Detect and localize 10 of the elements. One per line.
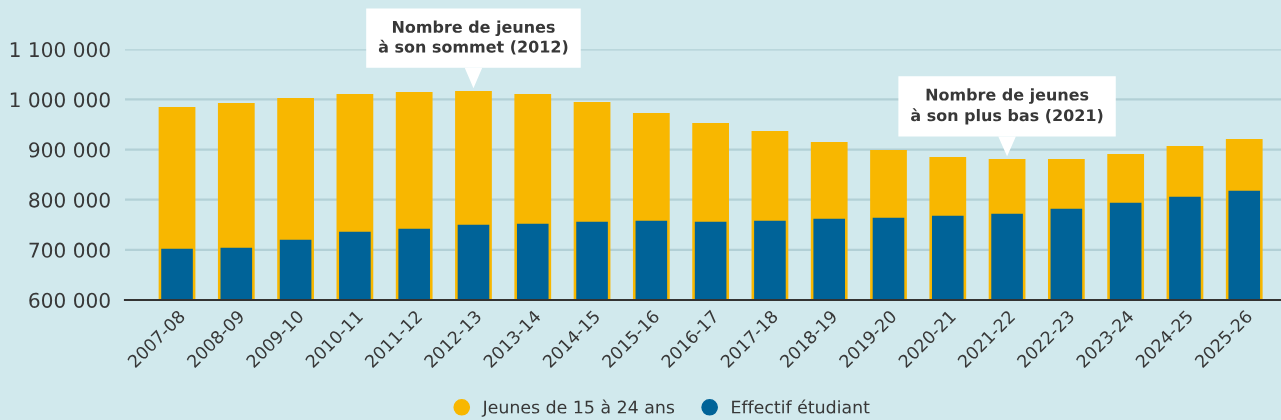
y-tick-label: 600 000 [29,292,110,308]
legend-label: Jeunes de 15 à 24 ans [481,399,675,417]
y-tick-label: 1 000 000 [10,92,110,108]
y-tick-label: 900 000 [29,142,110,158]
y-tick-label: 700 000 [29,242,110,258]
legend-label: Effectif étudiant [732,399,870,414]
y-tick-label: 800 000 [29,192,110,208]
annotation: Nombre de jeunes à son plus bas (2021) [911,88,1103,125]
y-tick-label: 1 100 000 [10,42,110,58]
annotation: Nombre de jeunes à son sommet (2012) [378,20,568,55]
